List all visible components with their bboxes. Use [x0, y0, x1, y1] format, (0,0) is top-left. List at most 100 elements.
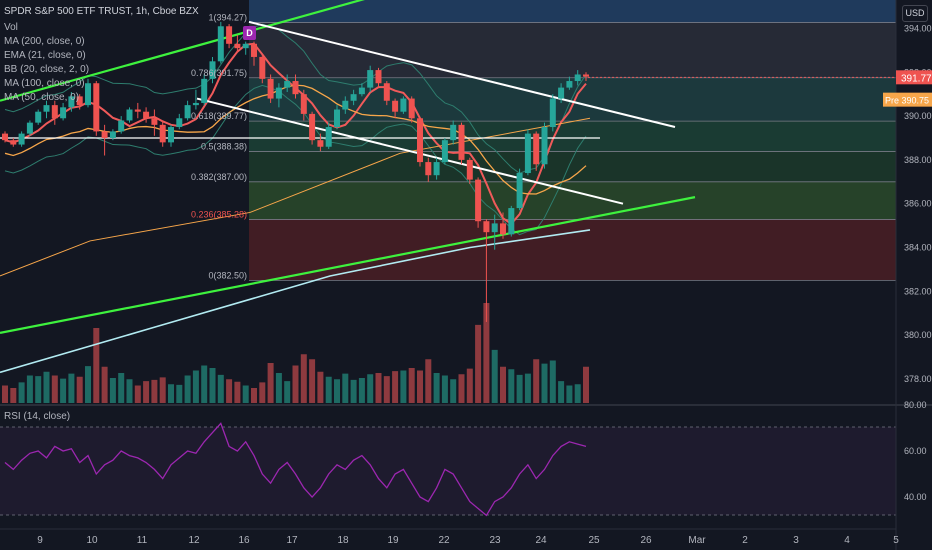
- price-tick-label: 386.00: [904, 199, 932, 209]
- ma200-line: [0, 229, 591, 374]
- volume-bar: [76, 376, 83, 403]
- candle-body: [574, 74, 581, 82]
- volume-bar: [350, 379, 357, 403]
- volume-bar: [275, 373, 282, 403]
- volume-bar: [458, 374, 465, 403]
- date-tick-label: 26: [640, 535, 652, 546]
- volume-bar: [35, 376, 42, 403]
- volume-bar: [358, 378, 365, 403]
- volume-bar: [18, 382, 25, 403]
- fib-label: 0(382.50): [208, 270, 247, 280]
- chart-title: SPDR S&P 500 ETF TRUST, 1h, Cboe BZX: [4, 6, 199, 17]
- candle-body: [234, 43, 241, 49]
- candle-body: [466, 159, 473, 180]
- volume-bar: [176, 384, 183, 403]
- price-tick-label: 380.00: [904, 330, 932, 340]
- volume-bar: [309, 359, 316, 403]
- volume-bar: [43, 371, 50, 403]
- volume-bar: [259, 382, 266, 403]
- volume-bar: [101, 366, 108, 403]
- currency-label[interactable]: USD: [902, 5, 928, 22]
- candle-body: [184, 105, 191, 119]
- date-tick-label: 25: [588, 535, 600, 546]
- legend-vol[interactable]: Vol: [4, 22, 18, 33]
- volume-bar: [583, 366, 589, 403]
- candle-body: [458, 124, 465, 160]
- candle-body: [267, 78, 274, 99]
- rsi-pane: [0, 404, 932, 517]
- volume-bar: [450, 379, 457, 403]
- candle-body: [375, 70, 382, 84]
- candle-body: [408, 98, 415, 119]
- candle-body: [300, 94, 307, 114]
- volume-bar: [375, 373, 382, 403]
- price-tick-label: 382.00: [904, 286, 932, 296]
- volume-bar: [284, 381, 291, 403]
- fib-label: 0.382(387.00): [191, 172, 247, 182]
- background-layer: [249, 0, 896, 281]
- last-price-tag: [896, 70, 932, 85]
- candle-body: [317, 140, 324, 147]
- volume-bar: [425, 359, 432, 403]
- legend-ema21[interactable]: EMA (21, close, 0): [4, 50, 86, 61]
- legend-ma50[interactable]: MA (50, close, 0): [4, 92, 80, 103]
- candle-body: [292, 81, 299, 95]
- rsi-line: [4, 422, 587, 517]
- lower-channel-line: [196, 97, 624, 205]
- candle-body: [441, 140, 448, 163]
- legend-bb[interactable]: BB (20, close, 2, 0): [4, 64, 90, 75]
- volume-bar: [234, 381, 241, 403]
- volume-bar: [226, 379, 233, 403]
- candle-body: [176, 118, 183, 128]
- legend-ma200[interactable]: MA (200, close, 0): [4, 36, 85, 47]
- volume-bar: [466, 368, 473, 403]
- volume-bar: [159, 377, 166, 403]
- candle-body: [68, 96, 75, 108]
- date-tick-label: 17: [286, 535, 298, 546]
- candle-body: [43, 105, 50, 112]
- candle-body: [242, 43, 249, 49]
- candle-body: [500, 223, 506, 235]
- volume-bar: [143, 381, 150, 403]
- volume-bar: [334, 379, 340, 403]
- fib-label: 0.786(391.75): [191, 68, 247, 78]
- candle-body: [251, 43, 257, 57]
- candle-body: [392, 100, 399, 112]
- rsi-label[interactable]: RSI (14, close): [4, 411, 71, 422]
- fib-zone-top: [249, 0, 896, 23]
- price-tick-label: 378.00: [904, 374, 932, 384]
- legend-ma100[interactable]: MA (100, close, 0): [4, 78, 85, 89]
- volume-bar: [118, 373, 125, 403]
- candle-body: [10, 140, 17, 145]
- candle-body: [275, 87, 282, 99]
- candle-body: [259, 56, 266, 79]
- date-tick-label: 3: [793, 535, 799, 546]
- volume-bar: [566, 385, 573, 403]
- volume-bar: [483, 303, 490, 403]
- candle-body: [383, 83, 390, 101]
- fib-label: 0.5(388.38): [201, 142, 247, 152]
- date-tick-label: 2: [742, 535, 748, 546]
- volume-bar: [541, 363, 548, 403]
- volume-bar: [60, 378, 67, 403]
- candle-body: [566, 81, 573, 88]
- candle-body: [159, 124, 166, 143]
- candle-body: [367, 70, 374, 88]
- volume-bar: [68, 373, 75, 403]
- date-tick-label: 23: [489, 535, 501, 546]
- date-tick-label: 24: [535, 535, 547, 546]
- bb-lower-line: [4, 84, 587, 236]
- volume-bar: [400, 370, 407, 403]
- date-tick-label: 5: [893, 535, 899, 546]
- fib-zone: [249, 77, 896, 122]
- volume-bar: [500, 366, 506, 403]
- volume-bar: [516, 374, 523, 403]
- volume-bar: [441, 375, 448, 403]
- candle-body: [109, 131, 116, 138]
- volume-bar: [217, 374, 224, 403]
- dividend-marker-icon[interactable]: D: [243, 26, 256, 40]
- date-tick-label: 22: [438, 535, 450, 546]
- volume-bar: [574, 384, 581, 403]
